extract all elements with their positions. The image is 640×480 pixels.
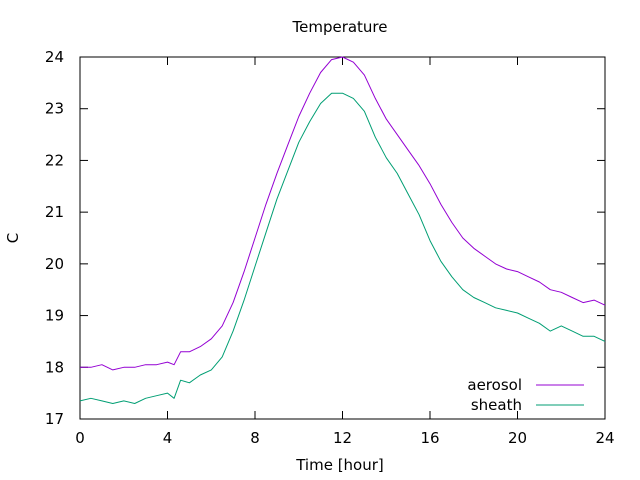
y-tick-label: 23 <box>45 100 64 118</box>
x-axis: 0 4 8 12 16 20 24 <box>75 57 615 447</box>
y-tick-label: 17 <box>45 410 64 428</box>
y-tick-label: 18 <box>45 358 64 376</box>
y-tick-label: 20 <box>45 255 64 273</box>
series-line-sheath <box>79 92 606 404</box>
y-tick-label: 24 <box>45 48 64 66</box>
legend-label-sheath: sheath <box>471 396 522 414</box>
x-tick-label: 12 <box>333 429 352 447</box>
chart-title: Temperature <box>291 18 387 36</box>
y-tick-label: 22 <box>45 151 64 169</box>
series-line-aerosol <box>80 56 606 371</box>
y-axis: 17 18 19 20 21 22 23 24 <box>45 48 605 428</box>
x-axis-label: Time [hour] <box>295 456 384 474</box>
y-axis-label: C <box>4 233 22 243</box>
x-tick-label: 24 <box>595 429 614 447</box>
x-tick-label: 4 <box>163 429 173 447</box>
series-layer <box>79 56 606 404</box>
x-tick-label: 16 <box>420 429 439 447</box>
legend-label-aerosol: aerosol <box>467 376 522 394</box>
legend: aerosol sheath <box>467 376 584 414</box>
y-tick-label: 19 <box>45 307 64 325</box>
y-tick-label: 21 <box>45 203 64 221</box>
x-tick-label: 20 <box>508 429 527 447</box>
x-tick-label: 8 <box>250 429 260 447</box>
x-tick-label: 0 <box>75 429 85 447</box>
